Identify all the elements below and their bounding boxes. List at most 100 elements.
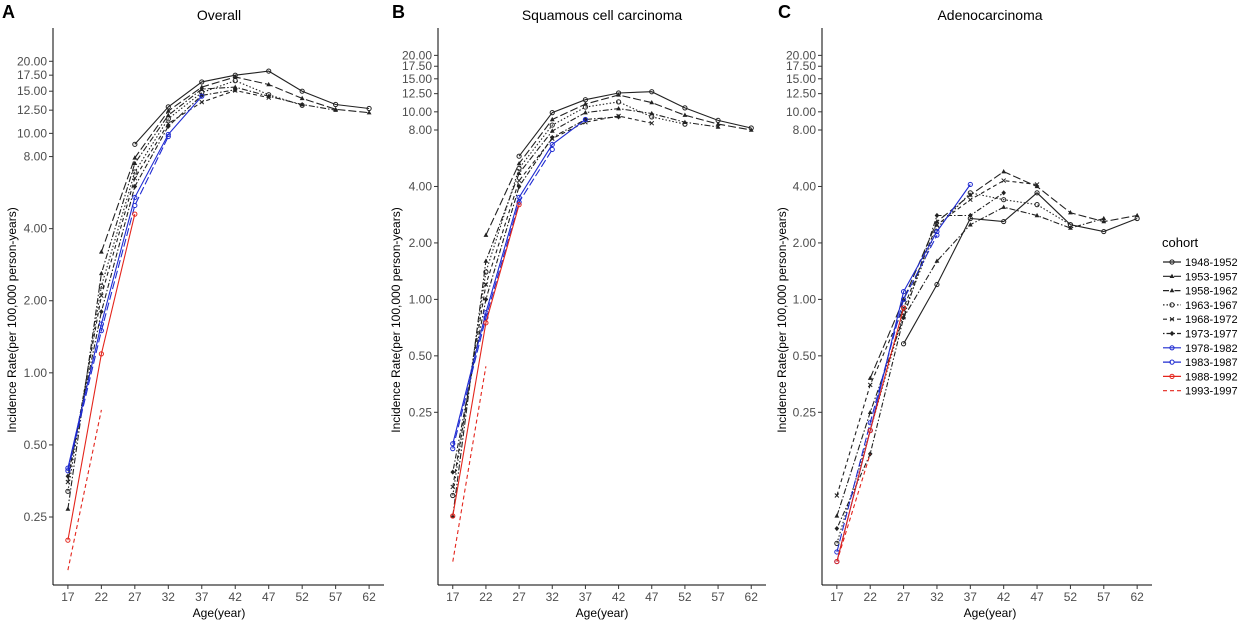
panel-a-series-1963-1967-point [299,102,305,108]
panel-a-series-1968-1972-point [199,99,205,105]
legend-items: 1948-1952 1953-1957 1958-1962 1963-1967 1968… [1163,257,1238,398]
panel-c-x-tick-label: 42 [997,590,1011,604]
panel-a-series-1953-1957-point [98,249,104,254]
panel-b-series-1968-1972-line [452,115,652,487]
panel-b-y-axis-title: Incidence Rate(per 100,000 person-years) [389,207,403,432]
panel-a-series-1993-1997-line [67,409,102,571]
panel-a-series-1978-1982-point [98,321,104,327]
panel-b-x-tick-label: 27 [512,590,526,604]
panel-c-series-1963-1967-line [836,192,1071,544]
panel-a-series-1953-1957-point [266,81,272,87]
panel-a-x-tick-label: 57 [329,590,343,604]
panel-a-series-1978-1982-point [165,131,171,138]
panel-a-series-1973-1977-point [132,183,138,190]
panel-b-series-1983-1987-line [452,149,553,449]
panel-b-series-1953-1957-point [483,232,489,237]
panel-c-series-1948-1952-point [900,341,907,347]
panel-b-series-1963-1967-point [582,104,589,110]
panel-c-y-tick-label: 20.00 [786,48,816,62]
panel-b-series-1948-1952-point [649,89,655,95]
panel-b-series-1948-1952-point [549,110,555,116]
panel-b-series-1968-1972-point [516,178,522,183]
panel-c-series-1983-1987-point [934,232,940,238]
panel-a-series-1953-1957-line [100,76,370,253]
panel-c-series-1948-1952-point [1034,190,1040,196]
legend-marker-swatch [1169,259,1175,265]
panel-a-title: Overall [197,7,241,23]
panel-c-y-tick-label: 10.00 [786,105,816,119]
panel-c-x-tick-label: 57 [1097,590,1111,604]
panel-a-series-1958-1962-point [132,160,138,165]
panel-a-series-1958-1962-point [232,84,238,89]
panel-c-series-1958-1962-point [1034,212,1040,218]
panel-a-series-1978-1982-point [132,194,138,201]
panel-b-series-1973-1977-point [483,296,489,302]
legend-marker-swatch [1169,288,1175,293]
panel-c-x-tick-label: 17 [830,590,844,604]
panel-a-series-1948-1952-point [266,68,272,74]
panel-b-series-1988-1992-point [483,320,489,326]
panel-a-series-1963-1967-point [132,169,138,175]
panel-c-series-1953-1957-line [869,170,1138,379]
legend-marker-swatch [1169,316,1175,322]
panel-c-y-tick-label: 8.00 [793,123,817,137]
panel-c-y-tick-label: 1.00 [793,292,817,306]
panel-c-series-1953-1957-point [1001,169,1007,174]
panel-a-series-1958-1962-point [333,107,339,112]
legend-marker-swatch [1169,345,1175,351]
panel-b-series-1968-1972-point [483,282,489,287]
panel-b-series-1963-1967-line [452,101,686,496]
panel-c-series-1968-1972-point [1001,178,1007,183]
panel-a-series-1978-1982-point [199,93,205,99]
panel-a-series-1973-1977-point [99,309,104,315]
panel-b-series-1963-1967-point [483,269,489,275]
panel-c-series-1968-1972-point [834,493,840,498]
panel-a-y-tick-label: 15.00 [17,84,47,98]
panel-c-series-1948-1952-point [1101,228,1107,235]
panel-b-x-tick-label: 22 [479,590,493,604]
panel-a-series-1983-1987-point [165,133,171,140]
panel-b-series-1958-1962-point [549,128,555,133]
panel-b-series-1968-1972-point [450,484,456,490]
panel-c-series-1958-1962-point [934,258,940,263]
panel-a-series-1953-1957-point [299,95,305,101]
panel-a-series-1978-1982-line [67,95,203,469]
legend-marker-swatch [1169,330,1175,337]
panel-b-series-1993-1997-line [452,366,487,562]
panel-b-series-1953-1957-point [682,112,688,117]
panel-c-x-tick-label: 22 [864,590,878,604]
panel-a-series-1973-1977-point [165,123,171,129]
panel-a-series-1988-1992-point [132,211,138,217]
panel-c-x-tick-label: 27 [897,590,911,604]
panel-a-y-tick-label: 17.50 [17,68,47,82]
panel-c-series-1953-1957-point [1134,212,1140,218]
panel-a-x-tick-label: 42 [229,590,243,604]
panel-c-series-1973-1977-line [836,192,1005,529]
panel-c-series-1968-1972-point [867,382,873,388]
panel-a-y-tick-label: 1.00 [24,366,48,380]
panel-a-series-1983-1987-point [98,328,104,334]
panel-a-series-1958-1962-point [65,506,71,511]
panel-b-series-1978-1982-point [516,194,522,200]
panel-a-series-1973-1977-line [67,89,236,477]
panel-a-y-tick-label: 12.50 [17,103,47,117]
panel-b-x-tick-label: 32 [546,590,560,604]
panel-a-x-tick-label: 32 [162,590,176,604]
panel-c-series-1968-1972-line [836,180,1038,496]
panel-c-series-1973-1977-point [834,525,840,532]
panel-b-series-1978-1982-point [582,116,589,123]
panel-a-y-tick-label: 0.50 [24,438,48,452]
panel-b-series-1988-1992-point [450,513,456,519]
panel-a-series-1983-1987-point [65,468,71,474]
panel-c-series-1973-1977-point [1001,190,1006,196]
panel-b-series-1973-1977-point [516,183,522,190]
panel-a: A Overall 0.25 0.50 1.00 2.00 4.00 8.00 10.00 1… [2,2,384,620]
panel-a-series-1988-1992-line [67,213,136,541]
panel-b-series-1948-1952-point [682,105,688,111]
panel-c-series-1953-1957-point [1101,218,1107,224]
panel-c-series-1948-1952-point [934,281,940,288]
panel-a-series-1948-1952-point [199,79,205,85]
panel-b-series-1958-1962-point [516,170,522,176]
panel-c-x-axis-title: Age(year) [964,606,1017,620]
